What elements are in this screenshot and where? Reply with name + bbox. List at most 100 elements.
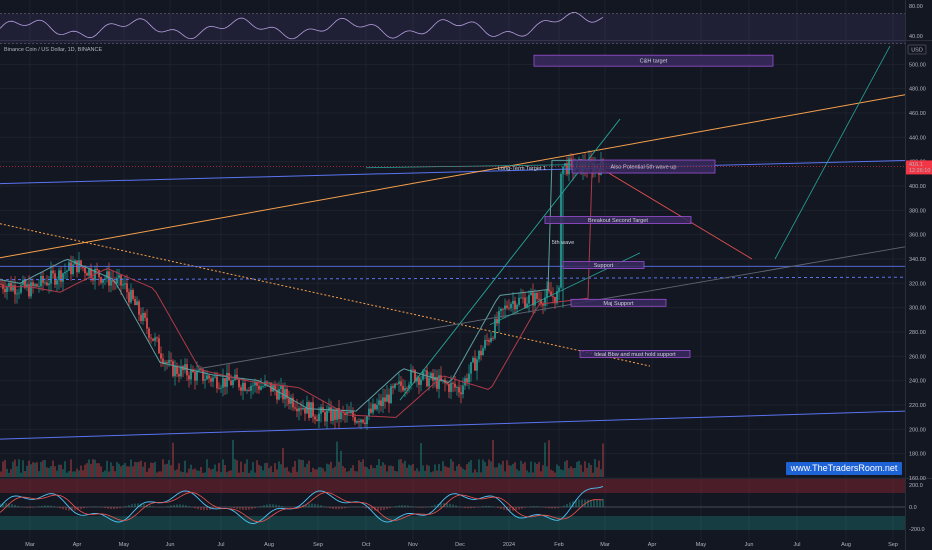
volume-bar bbox=[150, 462, 152, 477]
volume-bar bbox=[86, 463, 88, 477]
volume-bar bbox=[152, 462, 154, 477]
osc-histogram-bar bbox=[464, 507, 466, 509]
osc-histogram-bar bbox=[281, 506, 283, 507]
volume-bar bbox=[316, 469, 318, 477]
candle-body bbox=[208, 375, 210, 379]
volume-bar bbox=[76, 468, 78, 477]
volume-bar bbox=[500, 464, 502, 477]
volume-bar bbox=[110, 462, 112, 477]
osc-histogram-bar bbox=[578, 499, 580, 507]
candle-body bbox=[4, 288, 6, 293]
volume-bar bbox=[174, 470, 176, 477]
projection-line-down bbox=[599, 167, 753, 260]
candle-body bbox=[82, 266, 84, 268]
volume-bar bbox=[468, 461, 470, 477]
candle-body bbox=[206, 375, 208, 380]
candle-body bbox=[538, 298, 540, 300]
osc-histogram-bar bbox=[119, 507, 121, 509]
candle-body bbox=[454, 383, 456, 388]
price-axis bbox=[907, 44, 927, 55]
candle-body bbox=[334, 410, 336, 420]
osc-histogram-bar bbox=[512, 507, 514, 511]
volume-bar bbox=[260, 466, 262, 477]
osc-histogram-bar bbox=[599, 499, 601, 507]
y-tick-label: 320.00 bbox=[909, 281, 926, 287]
volume-bar bbox=[156, 472, 158, 477]
volume-bar bbox=[588, 462, 590, 477]
volume-bar bbox=[208, 467, 210, 477]
osc-histogram-bar bbox=[410, 506, 412, 507]
volume-bar bbox=[182, 472, 184, 477]
osc-histogram-bar bbox=[44, 505, 46, 507]
volume-bar bbox=[278, 461, 280, 477]
x-tick-label: Apr bbox=[73, 542, 82, 548]
osc-histogram-bar bbox=[179, 504, 181, 507]
volume-bar bbox=[370, 464, 372, 477]
annotation-box bbox=[533, 54, 774, 67]
volume-bar bbox=[28, 460, 30, 477]
volume-bar bbox=[398, 459, 400, 477]
candle-body bbox=[188, 375, 190, 380]
volume-bar bbox=[80, 465, 82, 477]
candle-body bbox=[52, 270, 54, 274]
candle-body bbox=[284, 388, 286, 400]
volume-bar bbox=[84, 464, 86, 477]
volume-bar bbox=[378, 459, 380, 477]
volume-bar bbox=[358, 460, 360, 477]
candle-body bbox=[462, 385, 464, 395]
candle-body bbox=[252, 385, 254, 387]
volume-bar bbox=[24, 470, 26, 477]
candle-body bbox=[310, 402, 312, 418]
candle-body bbox=[70, 262, 72, 275]
volume-bar bbox=[158, 471, 160, 477]
volume-bar bbox=[72, 471, 74, 477]
candle-body bbox=[450, 382, 452, 392]
volume-bar bbox=[276, 469, 278, 477]
osc-histogram-bar bbox=[278, 505, 280, 507]
annotation-box bbox=[571, 159, 716, 174]
volume-bar bbox=[296, 471, 298, 477]
osc-histogram-bar bbox=[329, 507, 331, 509]
candle-body bbox=[404, 388, 406, 391]
osc-histogram-bar bbox=[305, 504, 307, 507]
osc-signal-line bbox=[0, 492, 604, 523]
projection-line-up bbox=[774, 45, 891, 260]
volume-bar bbox=[536, 464, 538, 477]
candle-body bbox=[86, 273, 88, 276]
osc-histogram-bar bbox=[545, 507, 547, 508]
candle-body bbox=[484, 339, 486, 349]
volume-bar bbox=[478, 459, 480, 477]
volume-bar bbox=[550, 469, 552, 477]
volume-bar bbox=[148, 468, 150, 477]
x-tick-label: Jul bbox=[793, 542, 800, 548]
volume-bar bbox=[336, 441, 338, 477]
volume-bar bbox=[78, 470, 80, 477]
osc-histogram-bar bbox=[14, 504, 16, 507]
osc-histogram-bar bbox=[173, 504, 175, 507]
volume-bar bbox=[556, 464, 558, 477]
volume-bar bbox=[302, 459, 304, 477]
y-tick-label: 180.00 bbox=[909, 452, 926, 458]
volume-bar bbox=[224, 465, 226, 477]
volume-bar bbox=[2, 461, 4, 477]
candle-body bbox=[486, 339, 488, 341]
candle-body bbox=[468, 373, 470, 383]
last-price-tag bbox=[906, 160, 932, 175]
osc-histogram-bar bbox=[182, 504, 184, 507]
candle-body bbox=[16, 293, 18, 295]
volume-bar bbox=[16, 466, 18, 477]
osc-histogram-bar bbox=[371, 507, 373, 510]
candle-body bbox=[164, 362, 166, 364]
volume-bar bbox=[522, 463, 524, 477]
osc-histogram-bar bbox=[491, 506, 493, 507]
candle-body bbox=[518, 297, 520, 305]
volume-bar bbox=[192, 469, 194, 477]
last-price-value: 416.1 bbox=[909, 162, 923, 168]
volume-bar bbox=[184, 460, 186, 477]
osc-histogram-bar bbox=[395, 506, 397, 507]
volume-bar bbox=[4, 459, 6, 477]
osc-histogram-bar bbox=[446, 503, 448, 507]
candle-body bbox=[354, 417, 356, 423]
candle-body bbox=[250, 385, 252, 391]
